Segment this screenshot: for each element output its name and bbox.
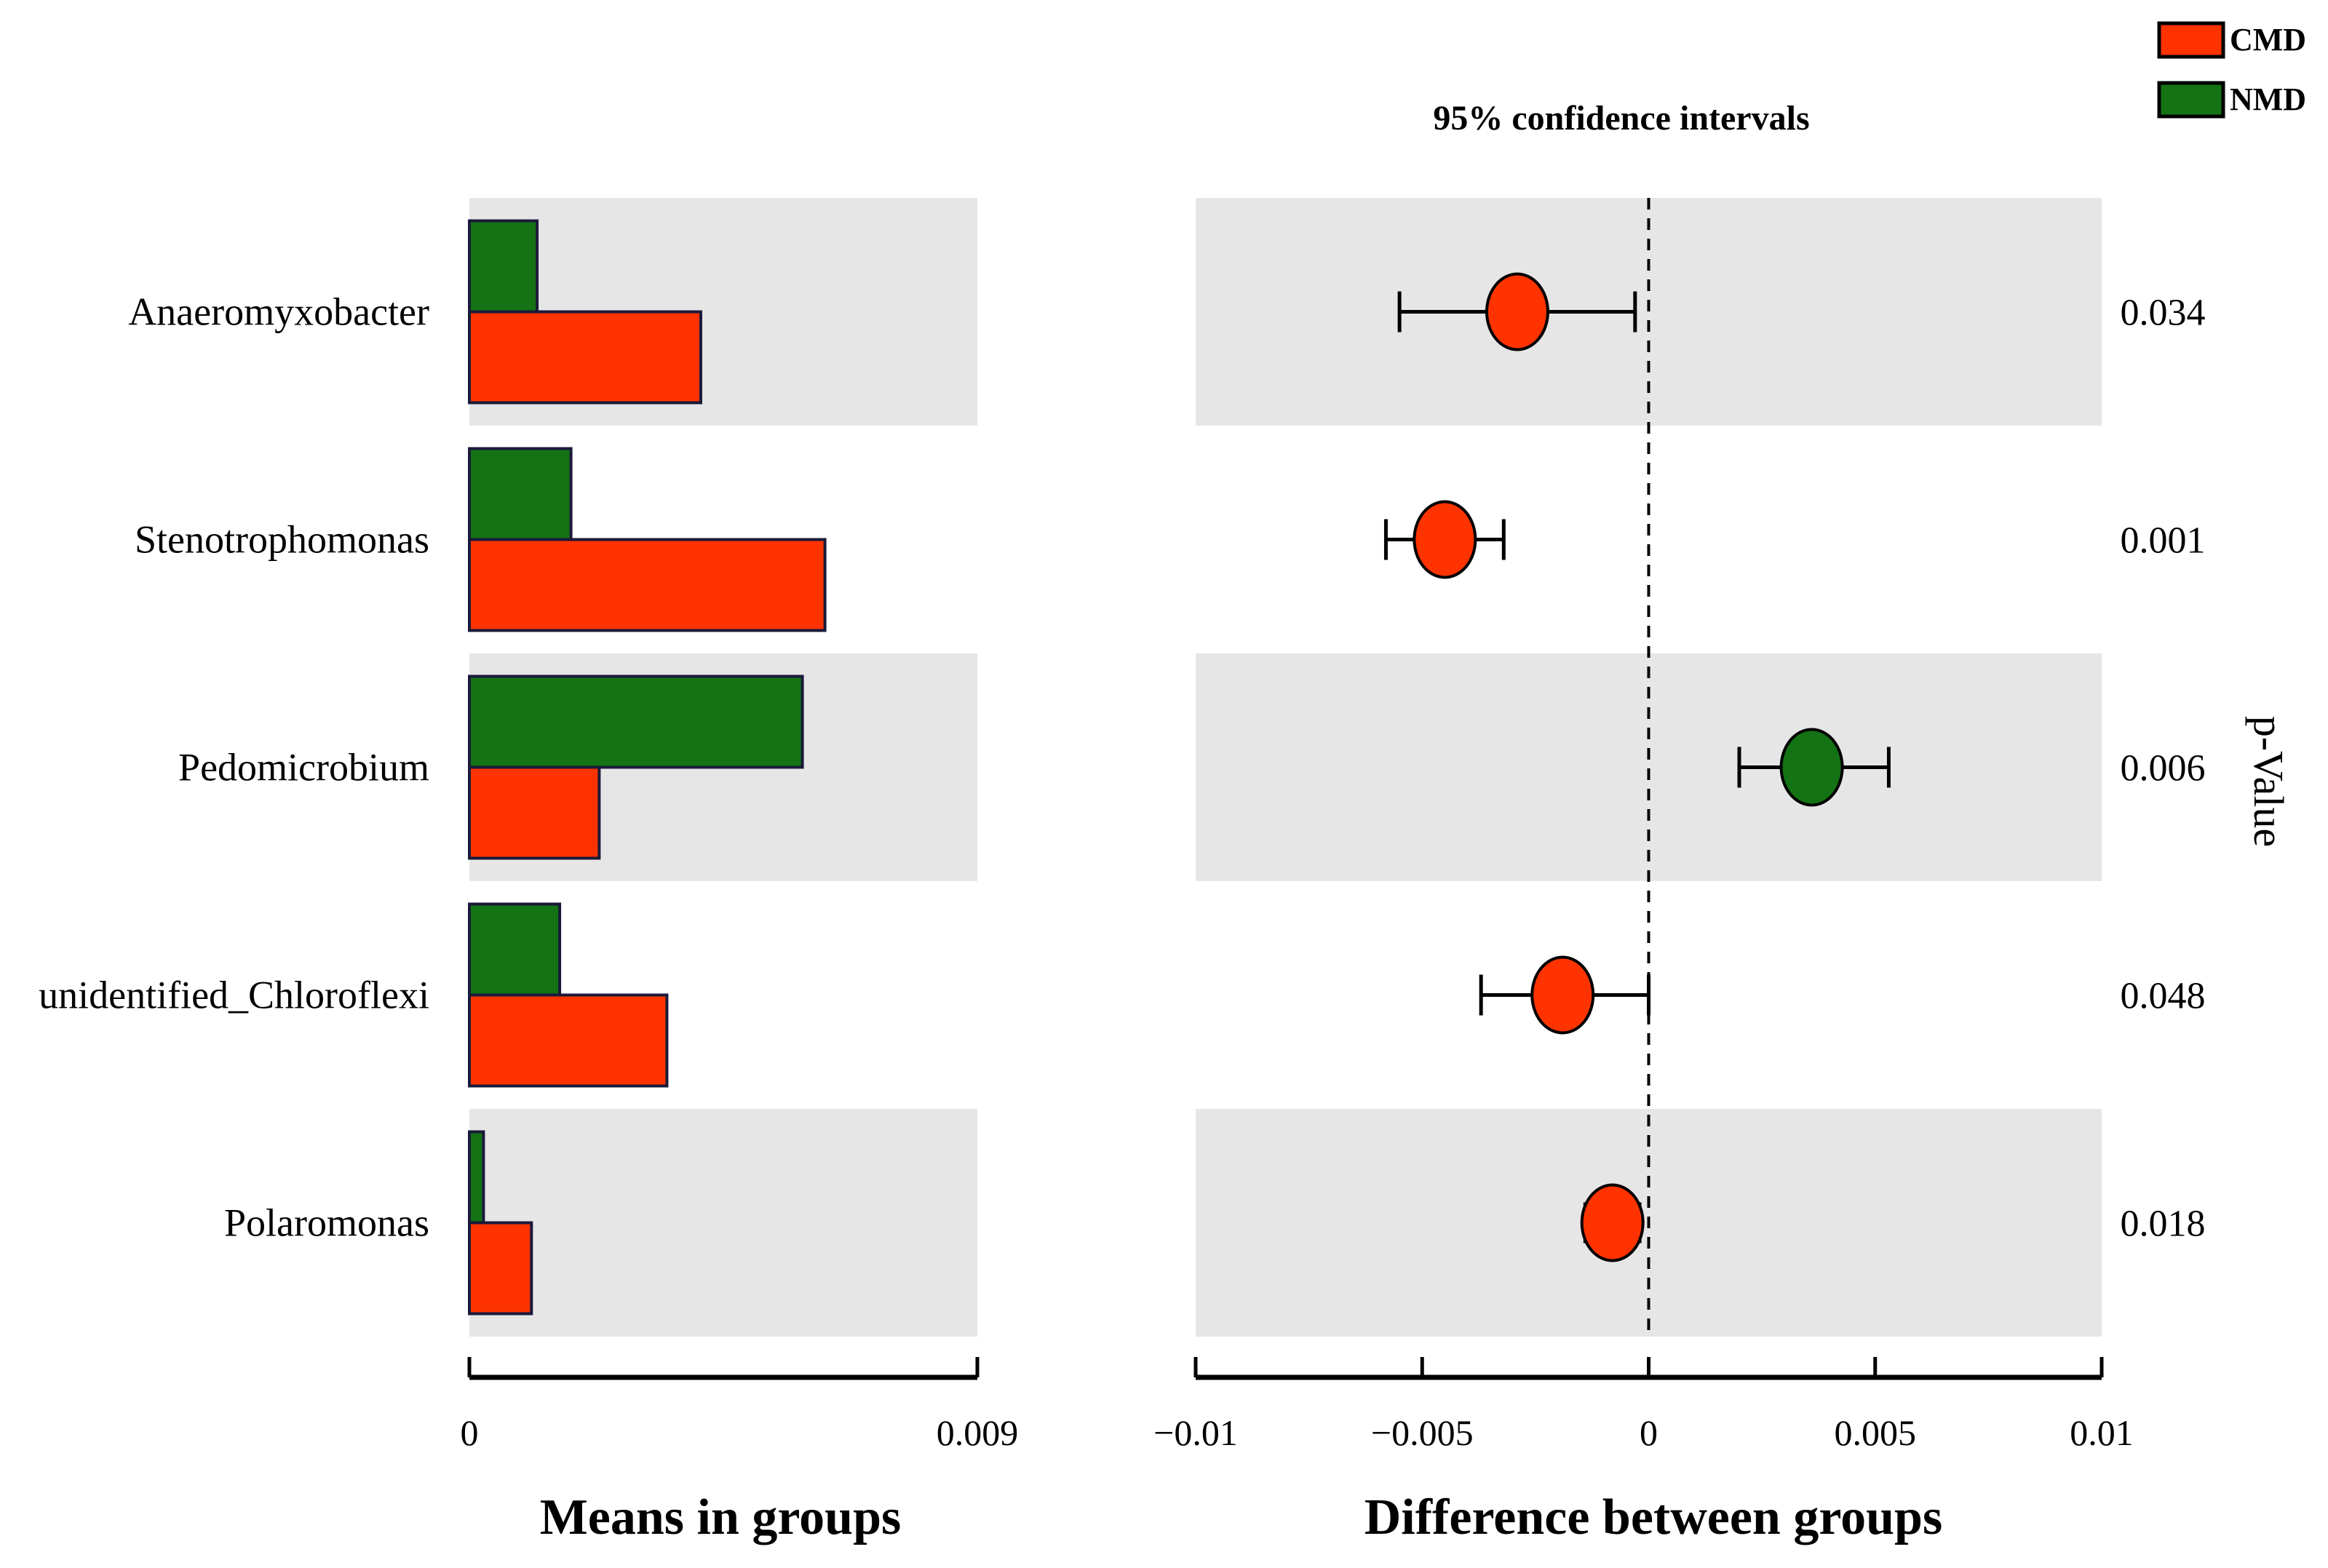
- bar-cmd: [468, 310, 702, 405]
- ci-point-cmd: [1485, 272, 1549, 351]
- p-value-label: 0.048: [2121, 976, 2206, 1017]
- difference-tick-label: 0.01: [2070, 1412, 2134, 1453]
- means-axis-title: Means in groups: [540, 1489, 902, 1545]
- bar-cmd: [468, 1221, 533, 1316]
- legend-swatch-nmd: [2157, 81, 2225, 119]
- confidence-intervals: [1383, 272, 1891, 1262]
- bar-nmd: [468, 902, 562, 997]
- means-tick-label: 0: [461, 1412, 479, 1453]
- legend-swatch-cmd: [2157, 21, 2225, 59]
- legend: CMD NMD: [2157, 21, 2306, 119]
- p-value-label: 0.018: [2121, 1203, 2206, 1245]
- means-bars: [468, 219, 827, 1316]
- p-value-axis-title: p-Value: [2245, 716, 2292, 847]
- p-values: 0.034 0.001 0.006 0.048 0.018: [2121, 292, 2206, 1245]
- legend-label: NMD: [2230, 81, 2306, 117]
- p-value-label: 0.006: [2121, 748, 2206, 789]
- means-row-band: [469, 1109, 977, 1337]
- bar-nmd: [468, 674, 804, 769]
- category-label: Polaromonas: [224, 1201, 429, 1245]
- bar-nmd: [468, 219, 539, 314]
- category-label: Anaeromyxobacter: [128, 290, 429, 334]
- difference-tick-label: −0.005: [1371, 1412, 1474, 1453]
- category-label: Stenotrophomonas: [135, 518, 429, 562]
- difference-tick-label: 0.005: [1835, 1412, 1917, 1453]
- ci-title: 95% confidence intervals: [1433, 99, 1809, 138]
- means-tick-label: 0.009: [937, 1412, 1019, 1453]
- p-value-label: 0.001: [2121, 520, 2206, 562]
- p-value-label: 0.034: [2121, 292, 2206, 334]
- category-labels: Anaeromyxobacter Stenotrophomonas Pedomicr…: [39, 290, 429, 1245]
- ci-point-nmd: [1779, 728, 1844, 807]
- bar-cmd: [468, 765, 601, 860]
- ci-point-cmd: [1413, 500, 1477, 579]
- difference-tick-label: 0: [1640, 1412, 1658, 1453]
- bar-nmd: [468, 447, 573, 541]
- axes: 0 0.009 −0.01 −0.005 0 0.005 0.01: [461, 1357, 2134, 1453]
- difference-axis-title: Difference between groups: [1364, 1489, 1942, 1545]
- bar-cmd: [468, 993, 669, 1088]
- category-label: unidentified_Chloroflexi: [39, 974, 429, 1017]
- ci-point-cmd: [1530, 955, 1595, 1035]
- difference-tick-label: −0.01: [1153, 1412, 1238, 1453]
- legend-label: CMD: [2230, 22, 2306, 57]
- ci-point-cmd: [1580, 1183, 1645, 1262]
- bar-cmd: [468, 538, 827, 632]
- category-label: Pedomicrobium: [178, 746, 429, 789]
- bar-nmd: [468, 1130, 485, 1225]
